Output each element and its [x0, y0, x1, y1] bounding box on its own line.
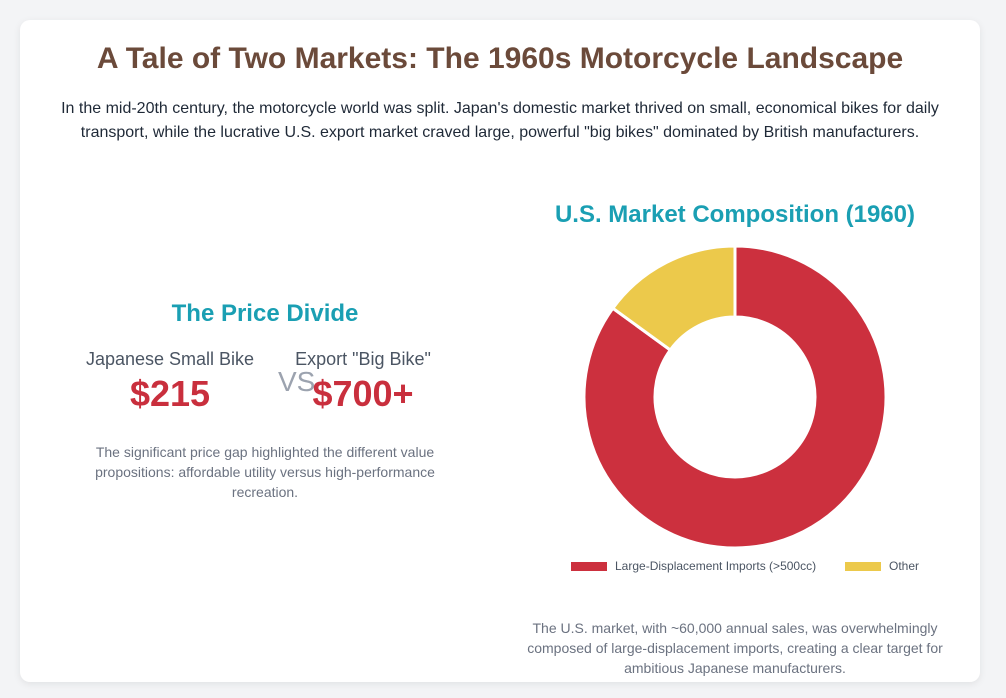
market-note: The U.S. market, with ~60,000 annual sal…: [527, 620, 943, 676]
japanese-price-value: $215: [129, 373, 211, 414]
price-divide-title: The Price Divide: [171, 300, 359, 327]
legend-swatch-imports: [571, 562, 607, 572]
japanese-price-label: Japanese Small Bike: [85, 349, 255, 369]
doughnut-slice-imports[interactable]: [582, 244, 888, 550]
price-divide-section: The Price Divide Japanese Small Bike $21…: [40, 300, 490, 502]
export-price-value: $700+: [312, 373, 414, 414]
legend-label-imports: Large-Displacement Imports (>500cc): [615, 559, 817, 573]
market-chart-section: U.S. Market Composition (1960) Large-Dis…: [520, 200, 950, 676]
legend-item-imports[interactable]: Large-Displacement Imports (>500cc): [571, 558, 816, 574]
doughnut-slice-other[interactable]: [610, 244, 737, 353]
page-title: A Tale of Two Markets: The 1960s Motorcy…: [96, 42, 904, 75]
export-price-label: Export "Big Bike": [295, 349, 431, 369]
japanese-price-box: Japanese Small Bike $215: [70, 348, 270, 416]
legend-label-other: Other: [889, 559, 920, 573]
legend-swatch-other: [845, 562, 881, 572]
vs-label: VS: [278, 366, 316, 397]
price-comparison: Japanese Small Bike $215 VS Export "Big …: [40, 348, 490, 418]
price-note: The significant price gap highlighted th…: [95, 444, 435, 500]
doughnut-chart: [582, 244, 888, 550]
chart-title: U.S. Market Composition (1960): [554, 201, 916, 228]
legend-item-other[interactable]: Other: [845, 558, 919, 574]
intro-paragraph: In the mid-20th century, the motorcycle …: [61, 100, 939, 141]
export-price-box: Export "Big Bike" $700+: [263, 348, 463, 416]
main-card: A Tale of Two Markets: The 1960s Motorcy…: [20, 20, 980, 682]
chart-legend: Large-Displacement Imports (>500cc) Othe…: [520, 558, 950, 574]
